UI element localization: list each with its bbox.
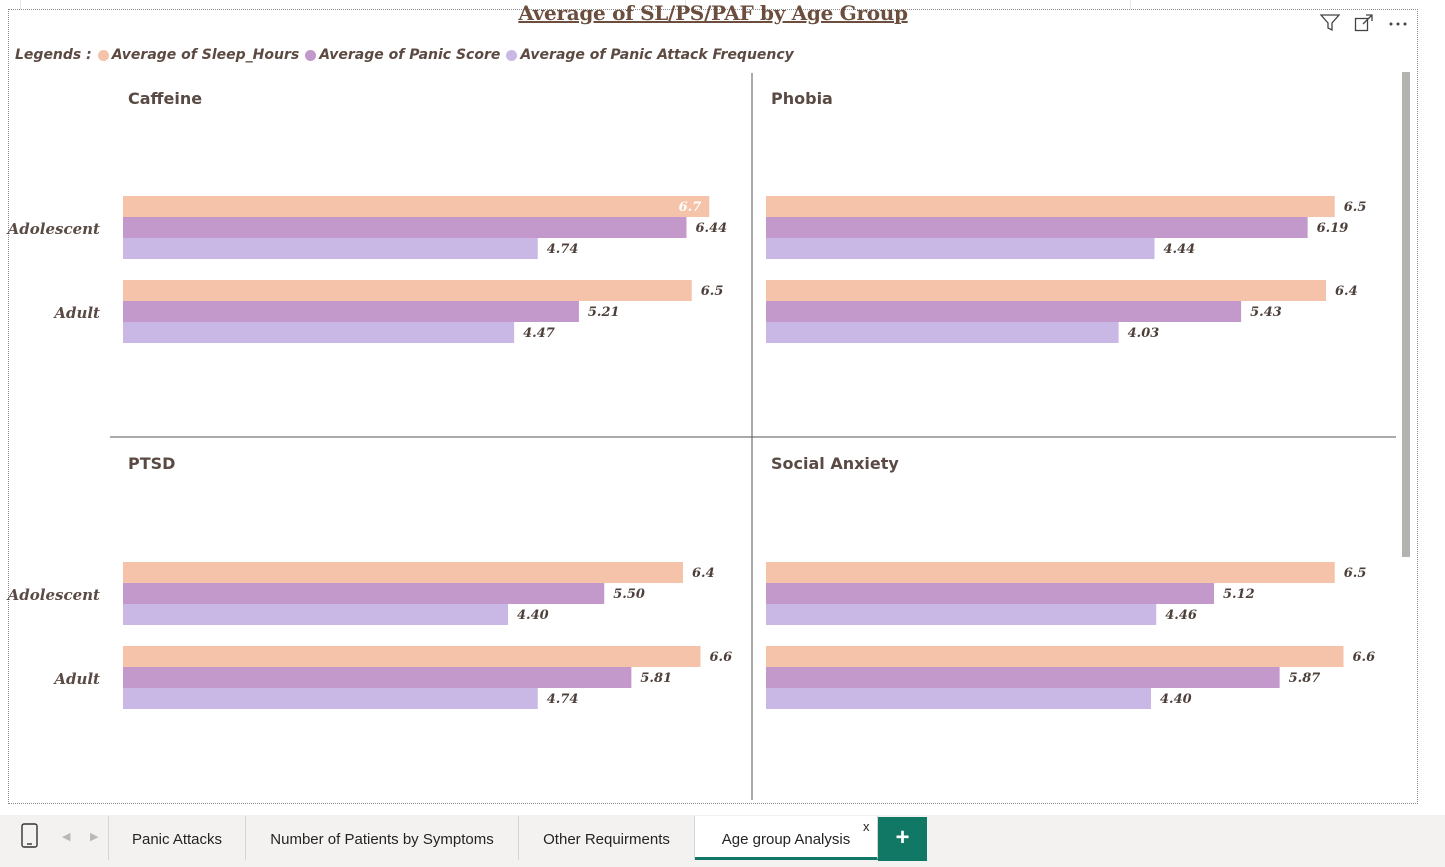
bar [123, 562, 683, 583]
mobile-layout-icon[interactable] [20, 823, 40, 849]
bar [766, 583, 1214, 604]
bar [123, 238, 538, 259]
category-label: Adolescent [6, 220, 100, 238]
legend-label: Average of Panic Attack Frequency [520, 47, 794, 63]
bar [766, 688, 1151, 709]
data-label: 5.50 [613, 587, 645, 602]
data-label: 6.44 [696, 221, 728, 236]
bar [766, 646, 1344, 667]
panel-title: Caffeine [128, 89, 202, 108]
data-label: 6.5 [1344, 566, 1367, 581]
panel-title: PTSD [128, 454, 175, 473]
data-label: 4.46 [1165, 608, 1197, 623]
data-label: 6.5 [701, 284, 724, 299]
data-label: 4.40 [1160, 692, 1192, 707]
legend-title: Legends : [15, 47, 92, 63]
bar [766, 322, 1119, 343]
bar [766, 196, 1335, 217]
data-label: 6.7 [679, 200, 702, 215]
legend-label: Average of Sleep_Hours [111, 47, 300, 63]
chart-title: Average of SL/PS/PAF by Age Group [518, 1, 908, 25]
bar [123, 667, 632, 688]
data-label: 5.81 [640, 671, 672, 686]
data-label: 4.74 [547, 242, 579, 257]
bar [766, 238, 1155, 259]
bar [123, 646, 701, 667]
panel-title: Phobia [771, 89, 833, 108]
data-label: 5.12 [1223, 587, 1255, 602]
legend-item-panic-score[interactable]: Average of Panic Score [305, 47, 500, 63]
data-label: 5.87 [1289, 671, 1321, 686]
data-label: 6.4 [692, 566, 715, 581]
bar [123, 301, 579, 322]
top-strip [0, 0, 1445, 9]
add-page-button[interactable]: + [878, 817, 927, 861]
data-label: 6.6 [710, 650, 733, 665]
vertical-scrollbar[interactable] [1402, 72, 1410, 557]
data-label: 4.47 [523, 326, 555, 341]
data-label: 6.19 [1317, 221, 1349, 236]
bar [766, 301, 1242, 322]
filter-icon[interactable] [1319, 14, 1341, 37]
data-label: 4.44 [1164, 242, 1196, 257]
data-label: 5.43 [1250, 305, 1282, 320]
bar [766, 280, 1326, 301]
bar [766, 217, 1308, 238]
bar [766, 562, 1335, 583]
bar [123, 688, 538, 709]
tab-scroll-left-icon[interactable]: ◀ [62, 831, 71, 843]
data-label: 6.6 [1353, 650, 1376, 665]
bar [123, 280, 692, 301]
bar [766, 667, 1280, 688]
focus-mode-icon[interactable] [1354, 14, 1374, 37]
tab-scroll-right-icon[interactable]: ▶ [90, 831, 99, 843]
tab-number-of-patients[interactable]: Number of Patients by Symptoms [246, 816, 519, 860]
bar [766, 604, 1157, 625]
data-label: 6.5 [1344, 200, 1367, 215]
category-label: Adolescent [6, 586, 100, 604]
visual-header-icons [1319, 14, 1408, 37]
data-label: 4.74 [547, 692, 579, 707]
legend-item-sleep-hours[interactable]: Average of Sleep_Hours [97, 47, 300, 63]
category-label: Adult [52, 304, 100, 322]
legend-dot-icon [506, 49, 518, 61]
panel-title: Social Anxiety [771, 454, 899, 473]
legend-label: Average of Panic Score [319, 47, 501, 63]
data-label: 4.03 [1128, 326, 1160, 341]
data-label: 4.40 [517, 608, 549, 623]
more-options-icon[interactable] [1388, 14, 1408, 37]
bar [123, 322, 515, 343]
close-tab-icon[interactable]: x [863, 819, 870, 834]
tab-other-requirments[interactable]: Other Requirments [519, 816, 695, 860]
tab-age-group-analysis[interactable]: Age group Analysis [695, 816, 878, 860]
legend-dot-icon [97, 49, 109, 61]
category-label: Adult [52, 670, 100, 688]
bar [123, 583, 605, 604]
bar [123, 217, 687, 238]
bar [123, 604, 508, 625]
legend-item-panic-frequency[interactable]: Average of Panic Attack Frequency [506, 47, 794, 63]
data-label: 5.21 [588, 305, 620, 320]
tab-panic-attacks[interactable]: Panic Attacks [108, 816, 246, 860]
legend-dot-icon [305, 49, 317, 61]
data-label: 6.4 [1335, 284, 1358, 299]
bar [123, 196, 710, 217]
legend: Legends : Average of Sleep_Hours Average… [15, 47, 800, 63]
